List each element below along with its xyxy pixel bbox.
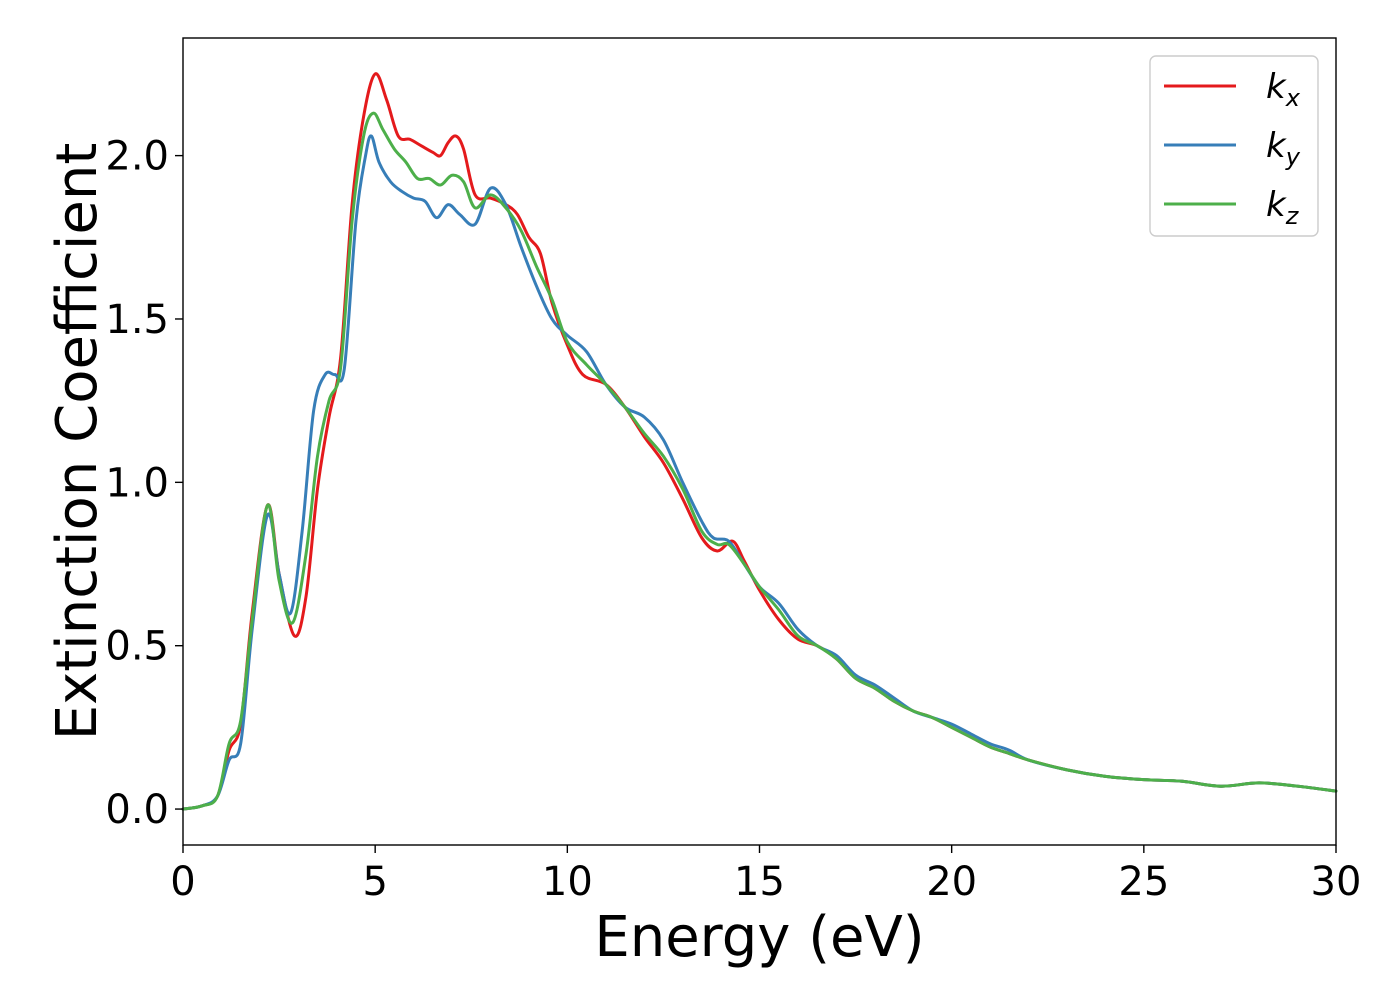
y-tick-label: 1.5 bbox=[105, 297, 169, 343]
x-tick-label: 0 bbox=[170, 859, 195, 905]
y-tick-label: 1.0 bbox=[105, 460, 169, 506]
y-tick-label: 2.0 bbox=[105, 134, 169, 180]
x-tick-label: 20 bbox=[926, 859, 977, 905]
x-tick-label: 5 bbox=[362, 859, 387, 905]
legend-label-k-y: ky bbox=[1266, 126, 1301, 171]
series-line-k-z bbox=[181, 111, 1338, 811]
plot-background bbox=[183, 38, 1336, 845]
y-tick-label: 0.0 bbox=[105, 787, 169, 833]
x-tick-label: 25 bbox=[1118, 859, 1169, 905]
x-tick-label: 30 bbox=[1311, 859, 1362, 905]
x-tick-label: 10 bbox=[542, 859, 593, 905]
legend-subscript: z bbox=[1285, 202, 1300, 230]
legend-label-k-x: kx bbox=[1266, 67, 1301, 112]
y-axis-title: Extinction Coefficient bbox=[45, 143, 110, 741]
x-tick-label: 15 bbox=[734, 859, 785, 905]
legend-subscript: x bbox=[1285, 84, 1301, 112]
axes-layer: 0 5 10 15 20 25 30 0.0 0.5 1.0 1.5 2.0 bbox=[105, 37, 1362, 905]
series-line-k-y bbox=[181, 134, 1338, 811]
series-layer bbox=[181, 72, 1338, 811]
x-axis-title: Energy (eV) bbox=[594, 905, 924, 970]
legend-subscript: y bbox=[1285, 143, 1301, 171]
y-tick-label: 0.5 bbox=[105, 624, 169, 670]
plot-area bbox=[183, 38, 1336, 845]
